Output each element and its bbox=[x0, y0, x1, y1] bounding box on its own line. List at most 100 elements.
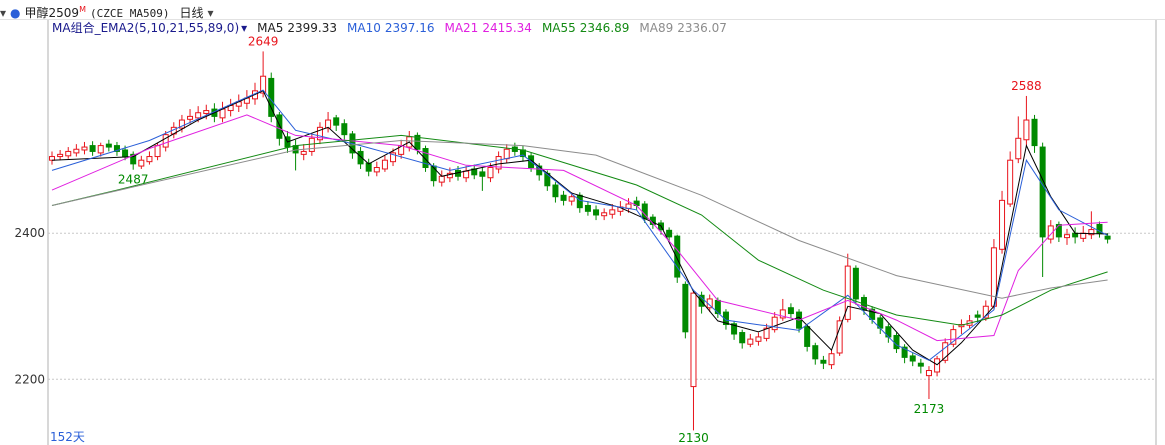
candle-body bbox=[747, 338, 754, 345]
candle-body bbox=[325, 119, 332, 129]
candle-body bbox=[1064, 234, 1070, 239]
candle-body bbox=[1007, 159, 1014, 205]
candle-body bbox=[901, 346, 908, 358]
candle-body bbox=[414, 134, 421, 150]
candle-body bbox=[146, 156, 153, 163]
candle-body bbox=[1080, 232, 1087, 239]
candle-body bbox=[113, 145, 120, 152]
low-label: 2130 bbox=[678, 431, 709, 445]
instrument-sup: M bbox=[79, 5, 86, 14]
candle-body bbox=[820, 359, 827, 364]
legend-value: 2336.07 bbox=[677, 21, 727, 35]
legend-name: MA10 bbox=[347, 21, 381, 35]
legend-item: MA21 2415.34 bbox=[444, 19, 531, 37]
candle-body bbox=[390, 152, 397, 163]
candle-body bbox=[105, 143, 112, 148]
menu-arrow[interactable]: ▾ bbox=[0, 6, 7, 20]
days-label: 152天 bbox=[50, 430, 85, 444]
candle-body bbox=[999, 199, 1006, 250]
candle-body bbox=[122, 149, 129, 158]
ma-line bbox=[51, 139, 1108, 299]
candle-body bbox=[203, 110, 210, 114]
legend-name: MA21 bbox=[444, 21, 479, 35]
candle-body bbox=[755, 336, 762, 342]
candle-body bbox=[178, 119, 185, 129]
candle-body bbox=[73, 148, 80, 154]
ma-line bbox=[51, 114, 1108, 342]
indicator-arrow[interactable]: ▾ bbox=[241, 21, 248, 35]
candle-body bbox=[162, 134, 169, 148]
candle-body bbox=[836, 320, 843, 354]
candle-body bbox=[463, 170, 470, 179]
instrument-name: 甲醇2509 bbox=[24, 6, 80, 20]
candle-body bbox=[1104, 235, 1111, 240]
candle-body bbox=[276, 114, 283, 139]
candle-body bbox=[438, 175, 445, 183]
candle-body bbox=[771, 316, 778, 331]
legend-name: MA55 bbox=[541, 21, 576, 35]
exchange-code: (CZCE MA509) bbox=[89, 7, 170, 20]
candle-body bbox=[787, 307, 794, 315]
high-label: 2649 bbox=[248, 34, 279, 48]
legend-value: 2397.16 bbox=[384, 21, 435, 35]
candle-body bbox=[422, 148, 429, 169]
candle-body bbox=[869, 308, 876, 320]
candle-body bbox=[357, 150, 364, 165]
candle-body bbox=[731, 323, 738, 335]
dot: ● bbox=[10, 6, 21, 20]
candle-body bbox=[934, 358, 941, 373]
candle-body bbox=[763, 327, 770, 339]
legend-value: 2346.89 bbox=[579, 21, 630, 35]
candle-body bbox=[1072, 232, 1079, 238]
candle-body bbox=[893, 334, 900, 350]
candle-body bbox=[333, 117, 340, 126]
candle-body bbox=[65, 150, 72, 157]
y-tick-label: 2400 bbox=[14, 226, 45, 240]
period[interactable]: 日线 bbox=[179, 6, 204, 20]
candle-body bbox=[584, 204, 591, 212]
candle-body bbox=[942, 342, 949, 361]
candle-body bbox=[365, 162, 372, 172]
legend-value: 2415.34 bbox=[482, 21, 532, 35]
candle-body bbox=[852, 267, 859, 300]
candle-body bbox=[308, 137, 315, 152]
candle-body bbox=[154, 145, 161, 158]
candle-body bbox=[316, 126, 323, 141]
candle-body bbox=[195, 112, 202, 119]
candle-body bbox=[974, 314, 981, 318]
candle-body bbox=[690, 292, 697, 388]
legend-name: MA89 bbox=[639, 21, 674, 35]
candle-body bbox=[1096, 223, 1103, 234]
candle-body bbox=[812, 345, 819, 360]
candle-body bbox=[57, 153, 64, 158]
ma-line bbox=[51, 89, 1108, 361]
plot-area bbox=[49, 51, 1111, 431]
candle-body bbox=[1023, 119, 1030, 141]
candle-body bbox=[593, 209, 600, 216]
candle-body bbox=[552, 184, 559, 198]
legend-item: MA10 2397.16 bbox=[347, 19, 434, 37]
legend-name: MA5 bbox=[257, 21, 284, 35]
candle-body bbox=[292, 145, 299, 154]
legend-item: MA5 2399.33 bbox=[257, 19, 337, 37]
period-arrow[interactable]: ▾ bbox=[207, 6, 214, 20]
candle-body bbox=[300, 150, 307, 155]
candle-body bbox=[925, 370, 932, 377]
candle-body bbox=[341, 123, 348, 136]
candle-body bbox=[950, 329, 957, 345]
candle-body bbox=[844, 265, 851, 320]
candle-body bbox=[601, 212, 608, 217]
candle-body bbox=[89, 145, 96, 152]
candle-body bbox=[909, 355, 916, 362]
candle-body bbox=[1047, 225, 1054, 240]
candle-body bbox=[373, 167, 380, 173]
candle-body bbox=[138, 159, 145, 167]
candle-body bbox=[187, 115, 194, 120]
candle-body bbox=[917, 362, 924, 367]
candle-body bbox=[739, 332, 746, 344]
candle-body bbox=[674, 235, 681, 278]
legend-value: 2399.33 bbox=[287, 21, 337, 35]
indicator-name[interactable]: MA组合_EMA2(5,10,21,55,89,0) bbox=[52, 21, 240, 35]
candle-body bbox=[130, 153, 137, 165]
